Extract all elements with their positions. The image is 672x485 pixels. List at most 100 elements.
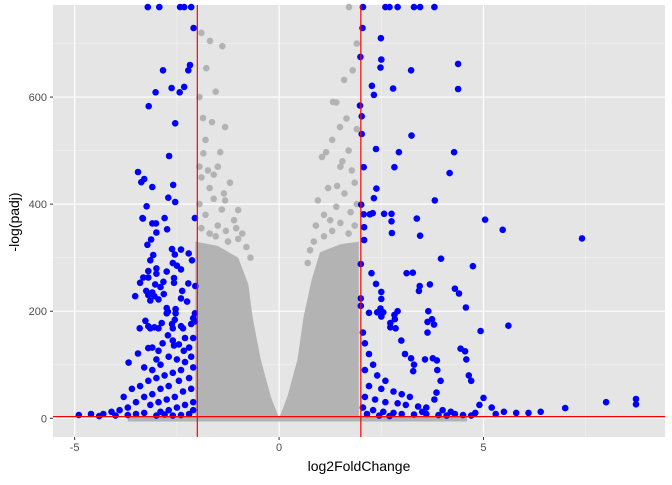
significant-point [394,307,401,315]
significant-point [421,356,429,363]
threshold-lines [53,5,665,437]
significant-point [433,389,440,396]
significant-point [382,377,389,385]
significant-point [469,262,477,270]
significant-point [149,366,156,374]
significant-point [168,84,175,92]
not-significant-point [230,216,238,224]
significant-point [368,269,375,277]
significant-point [375,412,383,419]
not-significant-point [324,184,332,192]
significant-point [360,236,368,244]
not-significant-point [349,67,357,74]
significant-point [425,307,432,315]
significant-point [424,329,431,336]
significant-point [377,34,385,42]
not-significant-point [221,123,229,131]
significant-point [434,366,441,374]
significant-point [377,64,384,71]
not-significant-point [212,88,219,95]
not-significant-point [333,203,340,211]
significant-point [169,181,177,189]
significant-point [179,388,187,395]
significant-point [387,324,394,331]
significant-point [358,113,366,120]
not-significant-point [214,163,222,170]
not-significant-point [310,238,318,245]
not-significant-point [204,167,212,174]
significant-point [145,274,152,281]
significant-point [170,279,178,287]
significant-point [480,394,487,402]
significant-point [416,282,424,290]
significant-point [407,67,415,74]
significant-point [378,56,385,63]
not-significant-point [224,238,232,245]
significant-point [147,297,154,304]
significant-point [163,310,170,317]
significant-point [175,377,183,385]
not-significant-point [304,259,312,267]
not-significant-cloud [127,241,468,422]
significant-point [356,102,364,109]
significant-point [153,265,160,272]
significant-point [153,270,160,278]
significant-point [136,325,143,332]
significant-point [437,255,445,262]
not-significant-point [203,64,210,72]
significant-point [180,347,188,355]
significant-point [370,91,378,99]
significant-point [185,280,192,287]
significant-point [481,216,489,223]
significant-point [402,401,410,409]
significant-point [140,364,148,371]
significant-point [372,145,380,153]
significant-point [153,374,160,382]
not-significant-point [210,171,217,178]
y-axis-label: -log(padj) [6,192,22,251]
not-significant-point [320,233,328,240]
significant-point [153,412,160,419]
significant-point [155,325,162,332]
significant-point [159,67,167,74]
x-tick-label: 0 [276,442,282,454]
significant-point [463,356,470,363]
not-significant-point [337,163,344,170]
not-significant-point [243,243,250,251]
significant-point [459,411,467,419]
not-significant-point [226,179,234,186]
not-significant-point [353,40,361,47]
significant-point [388,218,395,225]
not-significant-point [341,190,348,197]
significant-point [181,401,189,409]
significant-point [145,102,152,110]
significant-point [140,175,148,183]
y-tick-label: 600 [29,92,47,104]
significant-point [373,372,381,379]
y-tick-label: 200 [29,306,47,318]
significant-point [143,203,150,210]
significant-point [410,3,418,11]
significant-point [157,385,164,393]
significant-point [369,361,377,369]
significant-point [177,266,185,273]
significant-point [140,409,148,417]
x-axis-label: log2FoldChange [308,458,411,474]
significant-point [461,348,469,355]
significant-point [155,398,162,406]
significant-point [462,304,470,311]
significant-point [394,3,401,11]
not-significant-point [328,227,336,235]
not-significant-point [345,230,352,237]
not-significant-point [202,211,209,219]
not-significant-point [210,195,217,203]
significant-point [149,344,156,351]
significant-point [414,403,422,410]
not-significant-point [212,233,219,240]
significant-point [398,390,406,398]
significant-point [187,385,195,393]
significant-point [144,3,152,11]
significant-point [175,341,183,348]
significant-point [128,385,136,393]
not-significant-density-region [195,241,359,421]
